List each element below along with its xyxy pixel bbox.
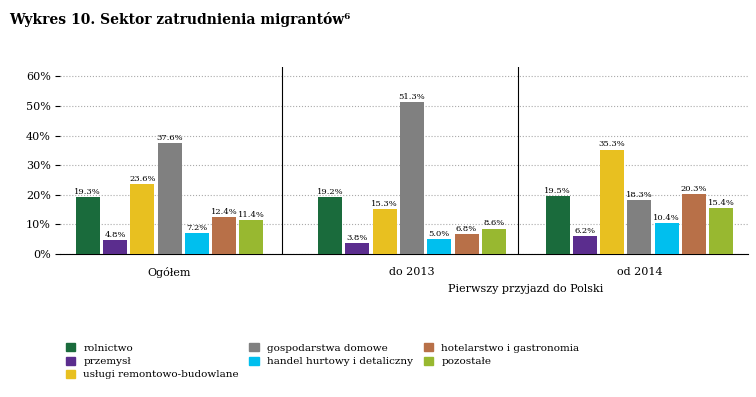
Legend: rolnictwo, przemysł, usługi remontowo-budowlane, gospodarstwa domowe, handel hur: rolnictwo, przemysł, usługi remontowo-bu…	[66, 343, 579, 380]
Bar	[546, 197, 569, 254]
Bar	[600, 150, 624, 254]
Text: 35.3%: 35.3%	[599, 141, 625, 148]
Text: 15.3%: 15.3%	[371, 200, 398, 208]
Bar	[682, 194, 706, 254]
Bar	[454, 234, 479, 254]
Bar	[627, 200, 652, 254]
Bar	[482, 229, 506, 254]
Text: 10.4%: 10.4%	[653, 214, 680, 222]
Text: 37.6%: 37.6%	[156, 133, 183, 142]
Bar	[345, 243, 370, 254]
Text: 23.6%: 23.6%	[129, 175, 156, 183]
Bar	[573, 236, 596, 254]
Text: 7.2%: 7.2%	[186, 224, 207, 231]
Bar	[130, 184, 154, 254]
Text: od 2014: od 2014	[617, 268, 662, 278]
Text: do 2013: do 2013	[389, 268, 435, 278]
Bar	[212, 217, 236, 254]
Bar	[655, 223, 679, 254]
Bar	[373, 209, 397, 254]
Text: 6.8%: 6.8%	[456, 225, 477, 233]
Text: 8.6%: 8.6%	[483, 220, 504, 227]
Bar	[427, 239, 451, 254]
Bar	[185, 233, 209, 254]
Bar	[240, 220, 263, 254]
Text: 18.3%: 18.3%	[626, 191, 652, 198]
Text: Ogółem: Ogółem	[148, 268, 191, 278]
Text: 11.4%: 11.4%	[238, 211, 265, 219]
Bar	[400, 102, 424, 254]
Bar	[157, 143, 181, 254]
Text: 19.3%: 19.3%	[74, 188, 101, 196]
Bar	[76, 197, 100, 254]
Text: 3.8%: 3.8%	[347, 234, 368, 242]
Text: Pierwszy przyjazd do Polski: Pierwszy przyjazd do Polski	[448, 284, 603, 294]
Bar	[103, 240, 127, 254]
Text: 4.8%: 4.8%	[104, 231, 125, 239]
Bar	[318, 197, 342, 254]
Text: 51.3%: 51.3%	[398, 93, 426, 101]
Text: 12.4%: 12.4%	[211, 208, 237, 216]
Text: 6.2%: 6.2%	[575, 227, 595, 235]
Text: 19.2%: 19.2%	[317, 188, 343, 196]
Text: Wykres 10. Sektor zatrudnienia migrantów⁶: Wykres 10. Sektor zatrudnienia migrantów…	[9, 12, 350, 27]
Text: 19.5%: 19.5%	[544, 187, 571, 195]
Text: 15.4%: 15.4%	[708, 199, 735, 207]
Text: 20.3%: 20.3%	[680, 185, 707, 193]
Text: 5.0%: 5.0%	[429, 230, 450, 238]
Bar	[709, 208, 733, 254]
